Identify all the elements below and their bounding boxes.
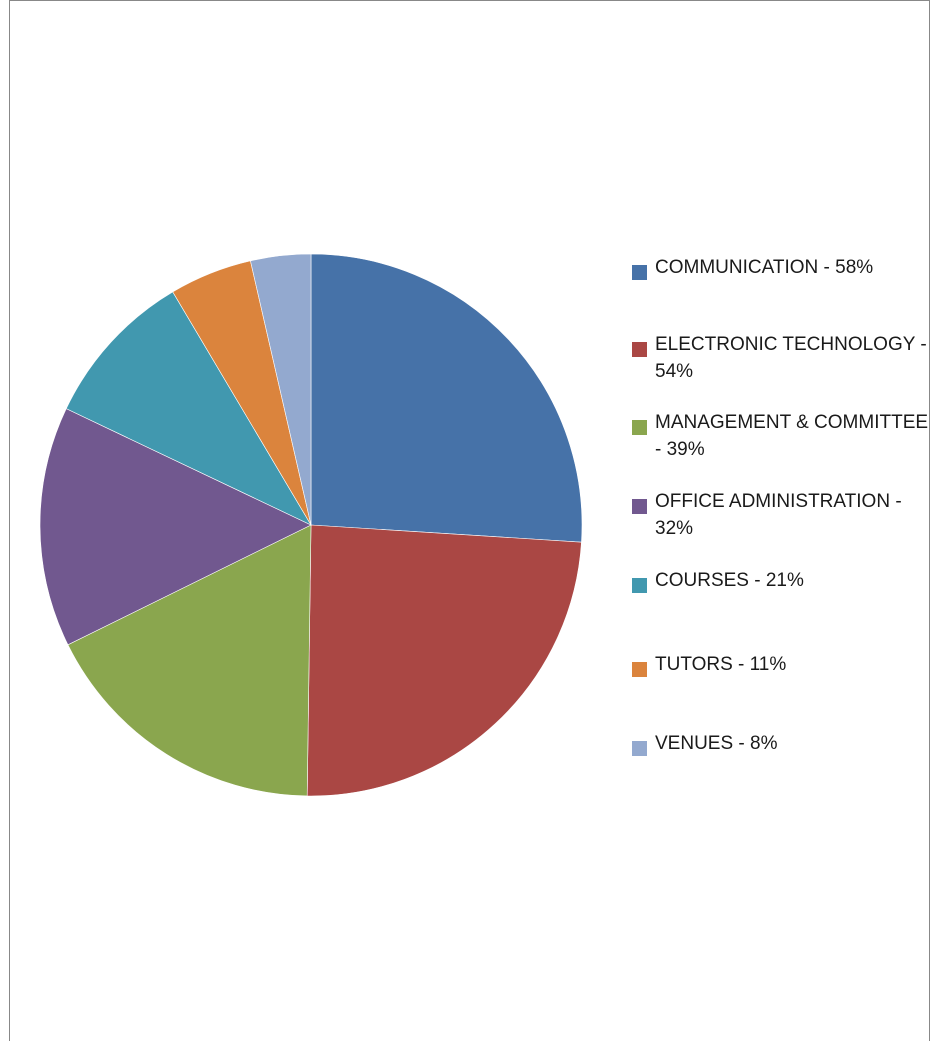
legend-label: COURSES - 21% xyxy=(655,570,804,591)
legend-label: COMMUNICATION - 58% xyxy=(655,257,874,278)
legend-swatch xyxy=(632,662,647,677)
legend: COMMUNICATION - 58% ELECTRONIC TECHNOLOGY… xyxy=(632,1,931,1042)
legend-swatch xyxy=(632,499,647,514)
pie-slice-7 xyxy=(250,253,312,526)
legend-label: MANAGEMENT & COMMITTEE - 39% xyxy=(655,412,929,460)
legend-label: VENUES - 8% xyxy=(655,733,778,754)
legend-label: ELECTRONIC TECHNOLOGY - 54% xyxy=(655,334,927,382)
legend-label: OFFICE ADMINISTRATION - 32% xyxy=(655,491,902,539)
pie-slice-3 xyxy=(67,524,312,797)
chart-frame: COMMUNICATION - 58% ELECTRONIC TECHNOLOGY… xyxy=(9,0,930,1041)
pie-slice-4 xyxy=(39,408,312,646)
pie-slice-1 xyxy=(310,253,583,543)
legend-swatch xyxy=(632,342,647,357)
legend-swatch xyxy=(632,578,647,593)
pie-slice-5 xyxy=(65,291,312,526)
legend-swatch xyxy=(632,741,647,756)
legend-swatch xyxy=(632,265,647,280)
pie-chart xyxy=(39,253,583,797)
legend-label: TUTORS - 11% xyxy=(655,654,787,675)
pie-slice-2 xyxy=(306,524,582,797)
legend-swatch xyxy=(632,420,647,435)
